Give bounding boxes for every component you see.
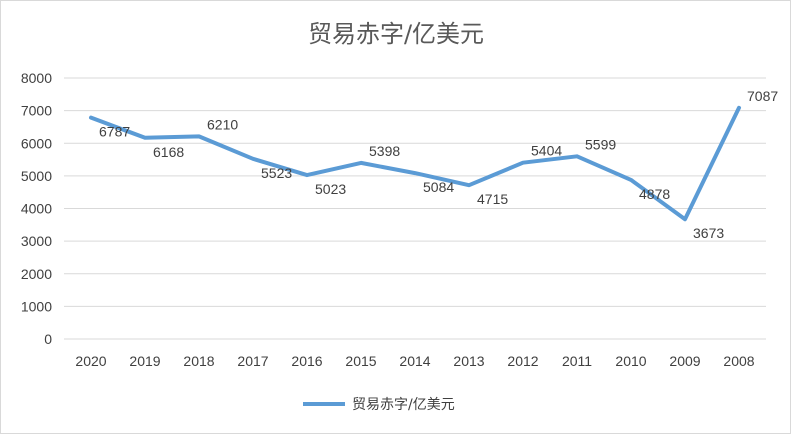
- data-label: 5398: [369, 143, 400, 159]
- y-tick-label: 0: [44, 331, 52, 347]
- data-label: 5404: [531, 143, 562, 159]
- y-tick-label: 3000: [21, 233, 52, 249]
- data-label: 5023: [315, 181, 346, 197]
- x-tick-label: 2019: [129, 353, 160, 369]
- x-tick-label: 2011: [562, 353, 592, 369]
- data-label: 6168: [153, 144, 184, 160]
- data-label: 7087: [747, 88, 778, 104]
- x-tick-label: 2014: [399, 353, 430, 369]
- x-tick-label: 2020: [75, 353, 106, 369]
- x-tick-label: 2012: [507, 353, 538, 369]
- chart-title: 贸易赤字/亿美元: [308, 20, 484, 48]
- y-tick-label: 8000: [21, 70, 52, 86]
- data-label: 3673: [693, 225, 724, 241]
- x-tick-label: 2017: [237, 353, 268, 369]
- data-label: 5084: [423, 179, 454, 195]
- x-axis-ticks: 2020 2019 2018 2017 2016 2015 2014 2013 2012 2011…: [75, 353, 754, 369]
- x-tick-label: 2015: [345, 353, 376, 369]
- y-tick-label: 4000: [21, 201, 52, 217]
- series-line: [89, 105, 741, 222]
- y-tick-label: 6000: [21, 135, 52, 151]
- gridlines: [64, 77, 766, 340]
- x-tick-label: 2008: [723, 353, 754, 369]
- x-tick-label: 2013: [453, 353, 484, 369]
- x-tick-label: 2016: [291, 353, 322, 369]
- y-tick-label: 2000: [21, 266, 52, 282]
- legend-label: 贸易赤字/亿美元: [352, 397, 455, 413]
- x-tick-label: 2018: [183, 353, 214, 369]
- data-label: 5599: [585, 136, 616, 152]
- data-labels: 6787 6168 6210 5523 5023 5398 5084 4715 5404 5599…: [99, 88, 778, 241]
- data-label: 4715: [477, 191, 508, 207]
- y-tick-label: 1000: [21, 298, 52, 314]
- data-label: 4878: [639, 186, 670, 202]
- data-label: 6210: [207, 116, 238, 132]
- y-tick-label: 5000: [21, 168, 52, 184]
- y-tick-label: 7000: [21, 103, 52, 119]
- legend: 贸易赤字/亿美元: [303, 397, 455, 413]
- data-label: 5523: [261, 165, 292, 181]
- x-tick-label: 2009: [669, 353, 700, 369]
- y-axis-ticks: 0 1000 2000 3000 4000 5000 6000 7000 8000: [21, 70, 52, 347]
- x-tick-label: 2010: [615, 353, 646, 369]
- data-label: 6787: [99, 124, 130, 140]
